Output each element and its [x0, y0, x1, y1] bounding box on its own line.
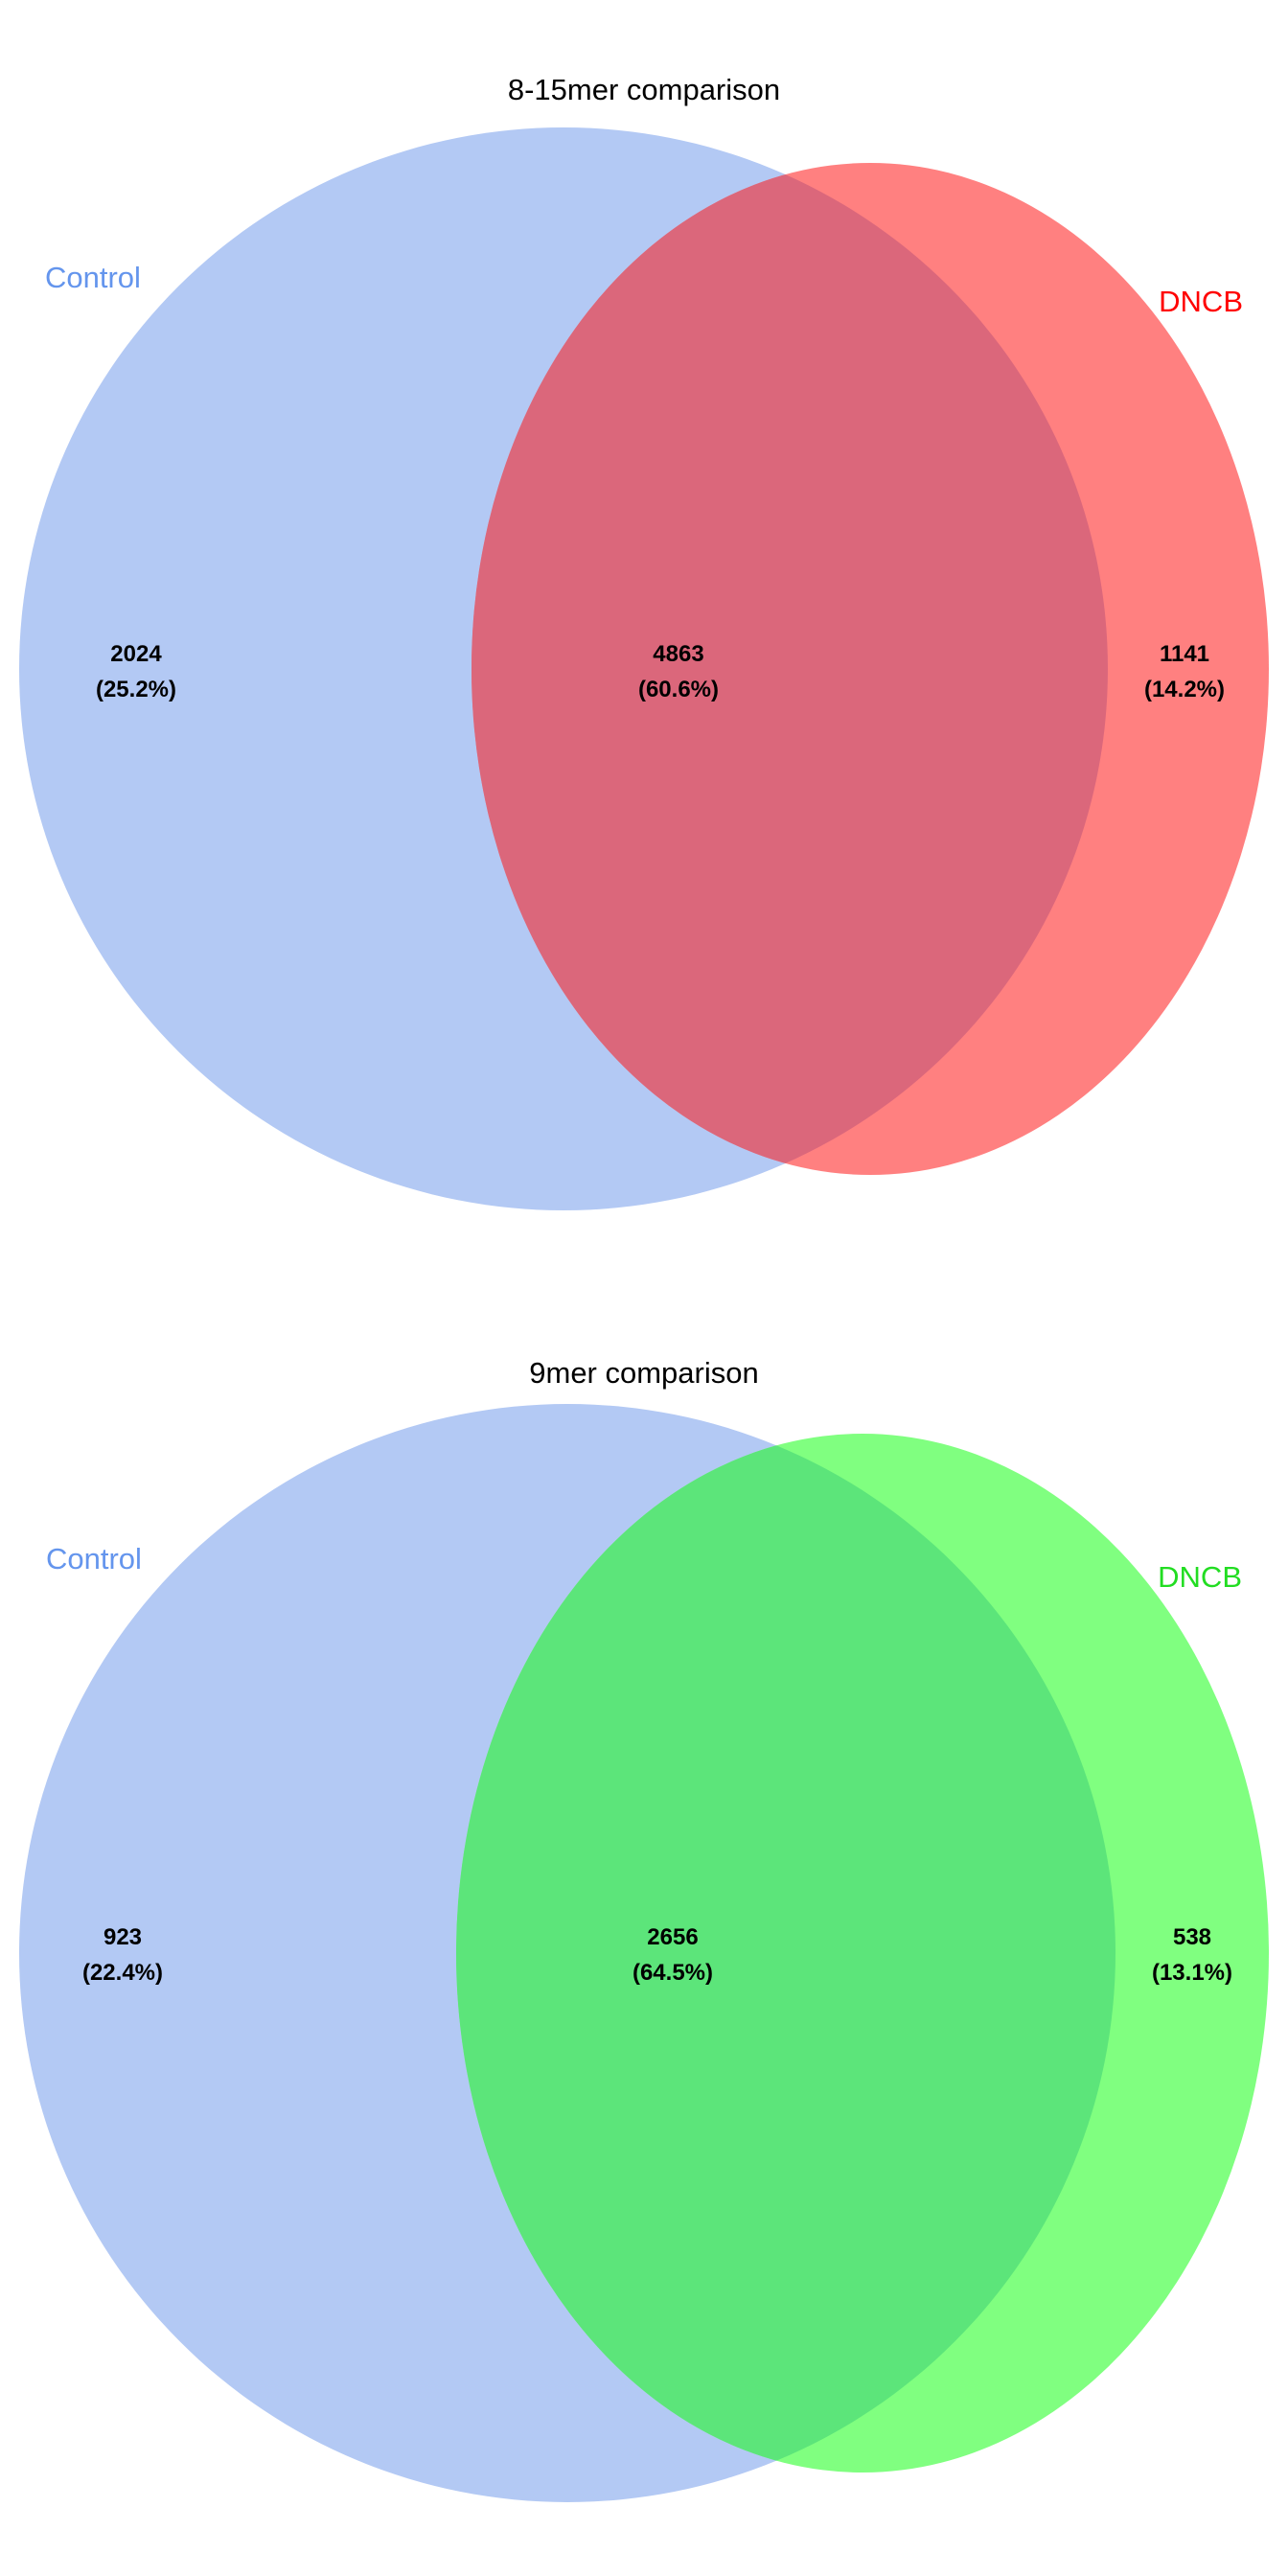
venn-diagram-1: 8-15mer comparison Control DNCB 2024 (25… — [19, 73, 1269, 1210]
venn-title-2: 9mer comparison — [529, 1356, 758, 1390]
set-label-dncb-2: DNCB — [1158, 1560, 1242, 1594]
region-count-dncb-only-1: 1141 — [1160, 641, 1209, 667]
set-label-dncb-1: DNCB — [1159, 285, 1243, 318]
venn-title-1: 8-15mer comparison — [508, 73, 780, 106]
region-percent-overlap-2: (64.5%) — [632, 1960, 713, 1986]
region-count-control-only-1: 2024 — [110, 641, 162, 667]
set-label-control-1: Control — [45, 261, 141, 294]
overlap-region-1 — [472, 163, 1108, 1175]
region-percent-dncb-only-2: (13.1%) — [1152, 1960, 1232, 1986]
region-percent-control-only-1: (25.2%) — [96, 677, 176, 702]
overlap-region-2 — [456, 1434, 1116, 2472]
region-percent-control-only-2: (22.4%) — [82, 1960, 163, 1986]
region-count-dncb-only-2: 538 — [1173, 1924, 1211, 1950]
set-label-control-2: Control — [46, 1542, 142, 1576]
region-percent-overlap-1: (60.6%) — [638, 677, 719, 702]
region-count-overlap-2: 2656 — [647, 1924, 698, 1950]
region-percent-dncb-only-1: (14.2%) — [1144, 677, 1225, 702]
region-count-control-only-2: 923 — [104, 1924, 142, 1950]
venn-diagram-2: 9mer comparison Control DNCB 923 (22.4%)… — [19, 1356, 1269, 2502]
region-count-overlap-1: 4863 — [653, 641, 703, 667]
